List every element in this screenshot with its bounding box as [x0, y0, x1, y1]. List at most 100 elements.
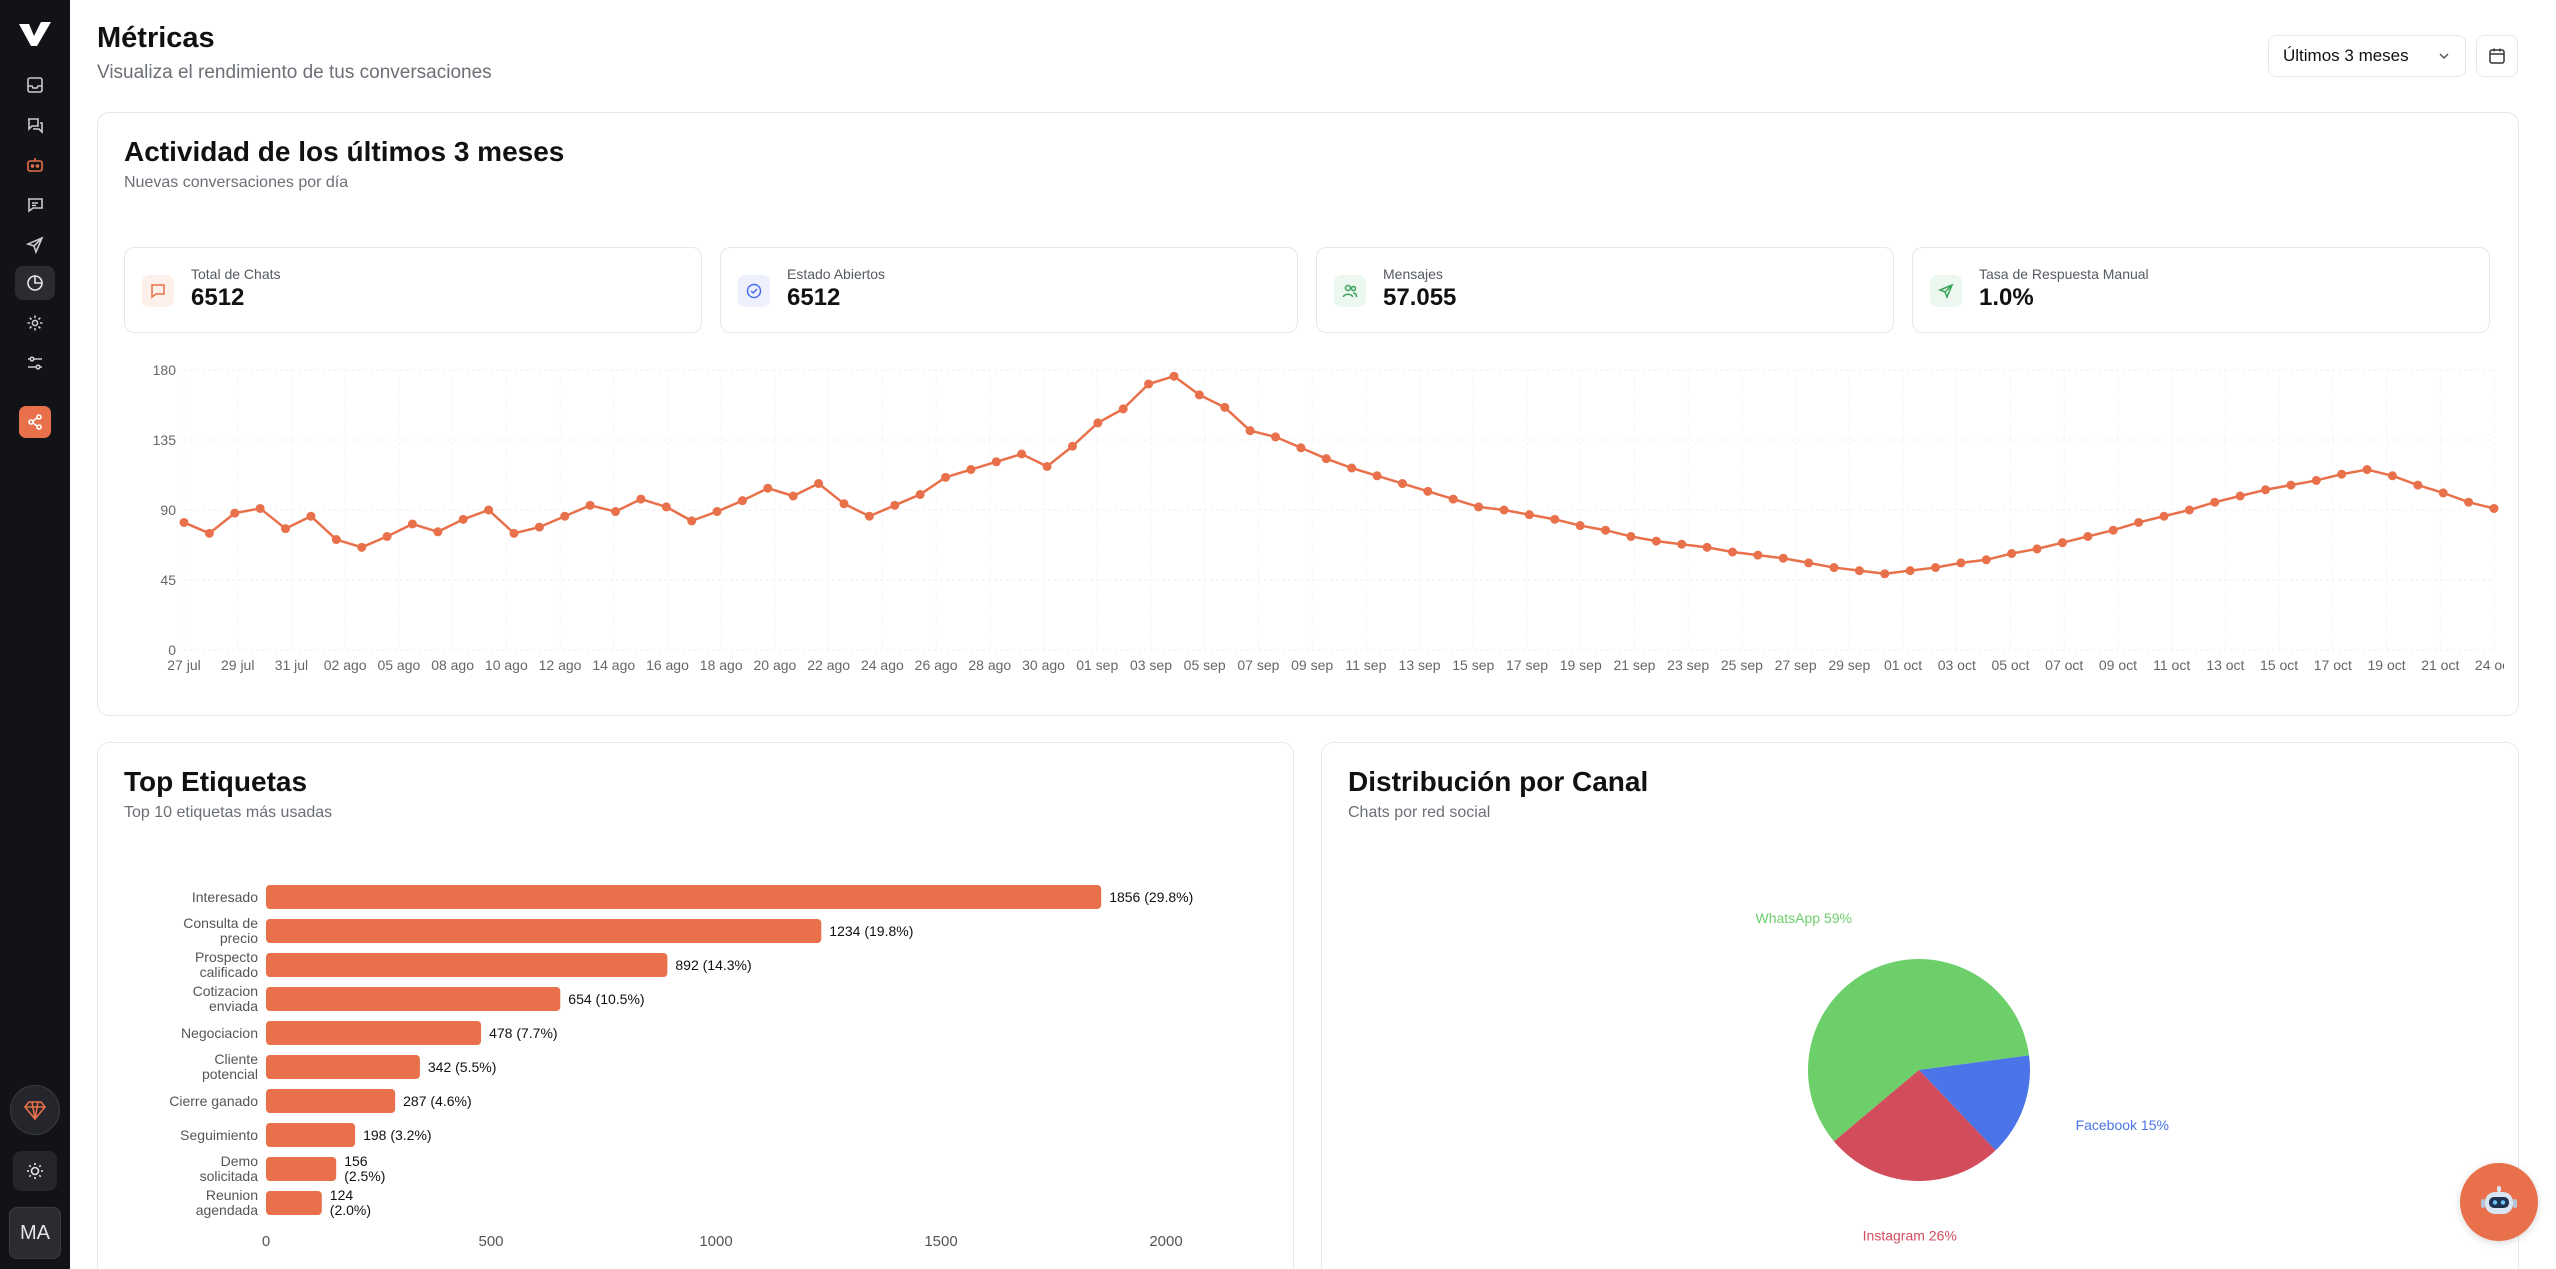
x-tick-label: 15 oct — [2260, 657, 2298, 673]
data-point — [1118, 404, 1128, 414]
data-point — [712, 507, 722, 517]
x-tick-label: 13 oct — [2206, 657, 2244, 673]
data-point — [331, 535, 341, 545]
calendar-icon — [2489, 48, 2505, 64]
data-point — [661, 502, 671, 512]
sidebar-item-campaigns[interactable] — [15, 228, 55, 262]
data-point — [915, 489, 925, 499]
sidebar-item-preferences[interactable] — [15, 346, 55, 380]
data-point — [687, 516, 697, 526]
send-icon — [25, 236, 44, 255]
tags-title: Top Etiquetas — [124, 766, 308, 797]
x-tick-label: 25 sep — [1721, 657, 1763, 673]
stat-value: 57.055 — [1383, 284, 1457, 311]
data-point — [1347, 463, 1357, 473]
assistant-button[interactable] — [2460, 1163, 2538, 1241]
data-point — [2235, 491, 2245, 501]
sidebar-item-bot[interactable] — [15, 148, 55, 182]
x-tick-label: 11 oct — [2153, 657, 2190, 673]
sidebar-item-settings[interactable] — [15, 306, 55, 340]
data-point — [255, 503, 265, 513]
chat-icon — [151, 284, 165, 299]
data-point — [788, 491, 798, 501]
slice-label: Instagram 26% — [1863, 1228, 1957, 1244]
sidebar-item-metrics[interactable] — [15, 266, 55, 300]
metrics-icon — [27, 275, 43, 291]
sidebar-item-messages[interactable] — [15, 188, 55, 222]
data-point — [585, 500, 595, 510]
data-point — [1499, 505, 1509, 515]
x-tick-label: 28 ago — [968, 657, 1011, 673]
data-point — [2159, 511, 2169, 521]
data-point — [484, 505, 494, 515]
data-point — [2108, 525, 2118, 535]
category-label: Interesado — [192, 889, 258, 905]
data-point — [991, 457, 1001, 467]
bar — [266, 919, 822, 943]
theme-toggle[interactable] — [13, 1151, 57, 1191]
x-tick-label: 09 oct — [2099, 657, 2137, 673]
x-tick-label: 26 ago — [915, 657, 958, 673]
sidebar-item-chats[interactable] — [15, 108, 55, 142]
page-subtitle: Visualiza el rendimiento de tus conversa… — [97, 62, 492, 83]
data-point — [407, 519, 417, 529]
data-point — [2134, 517, 2144, 527]
data-point — [1931, 563, 1941, 573]
x-tick-label: 20 ago — [754, 657, 797, 673]
data-point — [814, 479, 824, 489]
chevron-down-icon — [2439, 53, 2449, 60]
x-tick-label: 11 sep — [1345, 657, 1386, 673]
category-label: Consulta de precio — [183, 915, 258, 946]
x-tick-label: 18 ago — [700, 657, 743, 673]
x-tick-label: 05 sep — [1184, 657, 1226, 673]
channels-title: Distribución por Canal — [1348, 766, 1649, 797]
y-tick-label: 45 — [160, 572, 176, 588]
data-point — [1372, 471, 1382, 481]
data-label: 892 (14.3%) — [675, 957, 751, 973]
x-tick-label: 19 sep — [1560, 657, 1602, 673]
sidebar: MA — [0, 0, 70, 1269]
check-circle-icon — [746, 283, 762, 299]
logo-icon[interactable] — [17, 18, 53, 48]
calendar-button[interactable] — [2476, 35, 2518, 77]
data-point — [204, 528, 214, 538]
data-point — [611, 507, 621, 517]
settings-icon — [27, 315, 43, 331]
stat-value: 6512 — [787, 284, 841, 311]
sidebar-item-inbox[interactable] — [15, 68, 55, 102]
stat-label: Estado Abiertos — [787, 266, 886, 282]
sun-icon — [27, 1163, 43, 1179]
category-label: Seguimiento — [180, 1127, 258, 1143]
data-point — [306, 511, 316, 521]
avatar[interactable]: MA — [9, 1207, 61, 1259]
data-point — [2057, 538, 2067, 548]
stat-value: 1.0% — [1979, 284, 2034, 311]
series-line — [183, 374, 2495, 576]
data-point — [382, 531, 392, 541]
pie-slice — [1808, 959, 2030, 1142]
y-tick-label: 90 — [160, 502, 176, 518]
bar — [266, 1089, 396, 1113]
bar — [266, 1021, 482, 1045]
data-point — [1042, 461, 1052, 471]
data-point — [1905, 566, 1915, 576]
data-point — [433, 527, 443, 537]
data-point — [230, 508, 240, 518]
tags-bar-chart: Interesado 1856 (29.8%) Consulta de precio 1… — [169, 885, 1193, 1250]
data-point — [1296, 443, 1306, 453]
data-point — [2387, 471, 2397, 481]
x-tick-label: 14 ago — [592, 657, 635, 673]
bot-icon — [27, 158, 43, 172]
stat-label: Tasa de Respuesta Manual — [1979, 266, 2149, 282]
data-point — [2007, 549, 2017, 559]
x-tick-label: 29 sep — [1828, 657, 1870, 673]
data-point — [1550, 514, 1560, 524]
sidebar-item-share[interactable] — [19, 406, 51, 438]
date-range-select[interactable]: Últimos 3 meses — [2268, 35, 2466, 77]
x-tick-label: 19 oct — [2367, 657, 2405, 673]
pie-slice — [1833, 1070, 1996, 1181]
x-tick-label: 22 ago — [807, 657, 850, 673]
data-point — [2337, 469, 2347, 479]
data-point — [2184, 505, 2194, 515]
upgrade-button[interactable] — [10, 1085, 60, 1135]
